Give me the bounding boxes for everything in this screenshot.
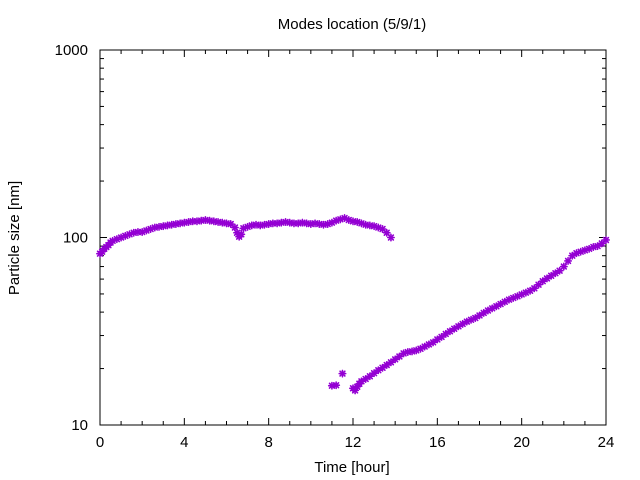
axis-ticks: 0 4 8 12 16 20 24 10 100 1000 xyxy=(55,42,615,451)
x-tick-label: 4 xyxy=(180,434,188,451)
chart-title: Modes location (5/9/1) xyxy=(278,16,426,33)
data-point xyxy=(386,233,395,242)
plot-border xyxy=(99,49,607,426)
y-tick-label: 100 xyxy=(63,230,88,247)
data-point xyxy=(338,369,347,378)
data-point xyxy=(315,220,324,229)
x-tick-label: 12 xyxy=(345,434,362,451)
data-point xyxy=(237,230,246,239)
data-point xyxy=(597,239,606,248)
x-tick-label: 24 xyxy=(598,434,615,451)
x-tick-label: 0 xyxy=(96,434,104,451)
x-axis-label: Time [hour] xyxy=(314,459,389,476)
data-point xyxy=(361,374,370,383)
data-point xyxy=(542,274,551,283)
data-point xyxy=(230,223,239,232)
x-tick-label: 8 xyxy=(264,434,272,451)
data-point xyxy=(601,235,611,244)
data-point xyxy=(391,355,400,364)
y-tick-label: 1000 xyxy=(55,42,88,59)
x-tick-label: 20 xyxy=(513,434,530,451)
plot-frame xyxy=(99,49,607,426)
data-point xyxy=(226,220,235,229)
data-point xyxy=(564,256,573,265)
y-axis-label: Particle size [nm] xyxy=(6,181,23,295)
data-point xyxy=(559,262,568,271)
y-tick-label: 10 xyxy=(71,417,88,434)
data-points xyxy=(96,214,611,395)
data-point xyxy=(593,242,602,251)
x-tick-label: 16 xyxy=(429,434,446,451)
data-point xyxy=(332,381,341,390)
data-point xyxy=(445,327,454,336)
